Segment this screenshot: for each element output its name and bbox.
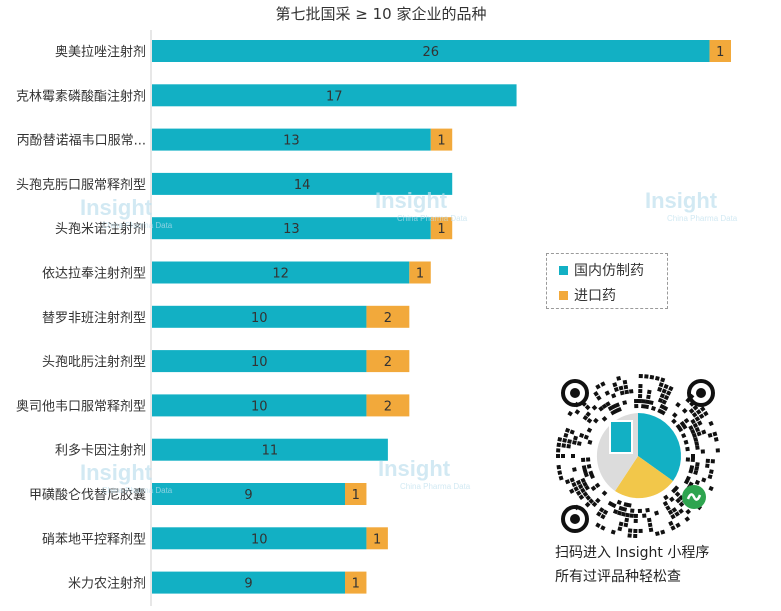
- data-label: 26: [423, 45, 440, 60]
- legend-item-imported: 进口药: [559, 285, 616, 305]
- data-label: 10: [251, 311, 268, 326]
- category-label: 丙酚替诺福韦口服常...: [17, 134, 146, 149]
- watermark-logo: Insight China Pharma Data: [645, 188, 738, 223]
- data-label: 1: [352, 577, 360, 592]
- promo-line-2: 所有过评品种轻松查: [555, 569, 681, 585]
- data-label: 2: [384, 311, 392, 326]
- bar-domestic: [152, 217, 431, 240]
- bar-domestic: [152, 438, 388, 461]
- category-label: 利多卡因注射剂: [55, 443, 146, 459]
- category-label: 奥美拉唑注射剂: [55, 44, 146, 60]
- category-label: 硝苯地平控释剂型: [42, 532, 146, 547]
- data-label: 1: [352, 488, 360, 503]
- bar-imported: [345, 483, 367, 505]
- bar-imported: [709, 40, 731, 62]
- legend-label: 国内仿制药: [574, 263, 644, 279]
- category-label: 头孢米诺注射剂: [55, 221, 146, 237]
- legend-item-domestic: 国内仿制药: [559, 260, 644, 280]
- bar-domestic: [152, 527, 367, 550]
- watermark-logo: Insight China Pharma Data: [375, 188, 468, 223]
- legend-label: 进口药: [574, 288, 616, 304]
- category-label: 头孢吡肟注射剂型: [42, 354, 146, 370]
- data-label: 11: [262, 444, 279, 459]
- data-label: 9: [244, 488, 252, 503]
- data-label: 10: [251, 399, 268, 414]
- bar-domestic: [152, 571, 345, 594]
- bar-domestic: [152, 172, 453, 195]
- data-label: 1: [437, 222, 445, 237]
- data-label: 9: [244, 577, 252, 592]
- category-label: 米力农注射剂: [68, 576, 146, 592]
- bar-imported: [430, 217, 453, 240]
- data-label: 10: [251, 355, 268, 370]
- data-label: 12: [272, 267, 289, 282]
- bar-imported: [366, 305, 410, 328]
- data-label: 1: [716, 45, 724, 60]
- bar-domestic: [152, 350, 367, 373]
- qr-code-icon[interactable]: [555, 373, 721, 539]
- bar-imported: [430, 128, 453, 151]
- category-label: 奥司他韦口服常释剂型: [16, 399, 146, 414]
- data-label: 13: [283, 222, 300, 237]
- bar-imported: [345, 571, 367, 594]
- bar-imported: [409, 261, 431, 284]
- bar-domestic: [152, 261, 410, 284]
- bar-domestic: [152, 394, 367, 417]
- bar-domestic: [152, 483, 345, 505]
- category-label: 甲磺酸仑伐替尼胶囊: [29, 487, 146, 503]
- data-label: 2: [384, 399, 392, 414]
- bar-domestic: [152, 128, 431, 151]
- watermark-logo: Insight China Pharma Data: [80, 460, 173, 495]
- data-label: 17: [326, 89, 343, 104]
- data-label: 14: [294, 178, 311, 193]
- watermark-logo: Insight China Pharma Data: [378, 456, 471, 491]
- chart-title: 第七批国采 ≥ 10 家企业的品种: [276, 5, 487, 23]
- data-label: 1: [416, 267, 424, 282]
- promo-line-1: 扫码进入 Insight 小程序: [555, 545, 710, 561]
- legend-swatch-teal: [559, 265, 568, 275]
- category-label: 替罗非班注射剂型: [42, 310, 146, 326]
- bar-imported: [366, 527, 388, 550]
- bar-domestic: [152, 84, 517, 107]
- data-label: 13: [283, 134, 300, 149]
- bar-imported: [366, 350, 410, 373]
- bar-imported: [366, 394, 410, 417]
- data-label: 10: [251, 532, 268, 547]
- promo-text: 扫码进入 Insight 小程序 所有过评品种轻松查: [555, 541, 709, 589]
- data-label: 1: [373, 532, 381, 547]
- data-label: 2: [384, 355, 392, 370]
- legend-swatch-orange: [559, 290, 568, 300]
- category-label: 头孢克肟口服常释剂型: [16, 178, 146, 193]
- category-label: 克林霉素磷酸酯注射剂: [16, 88, 146, 104]
- data-label: 1: [437, 134, 445, 149]
- chart-legend: 国内仿制药 进口药: [546, 253, 668, 309]
- bar-domestic: [152, 305, 367, 328]
- category-label: 依达拉奉注射剂型: [42, 266, 146, 282]
- bar-domestic: [152, 40, 710, 62]
- watermark-logo: Insight China Pharma Data: [80, 195, 173, 230]
